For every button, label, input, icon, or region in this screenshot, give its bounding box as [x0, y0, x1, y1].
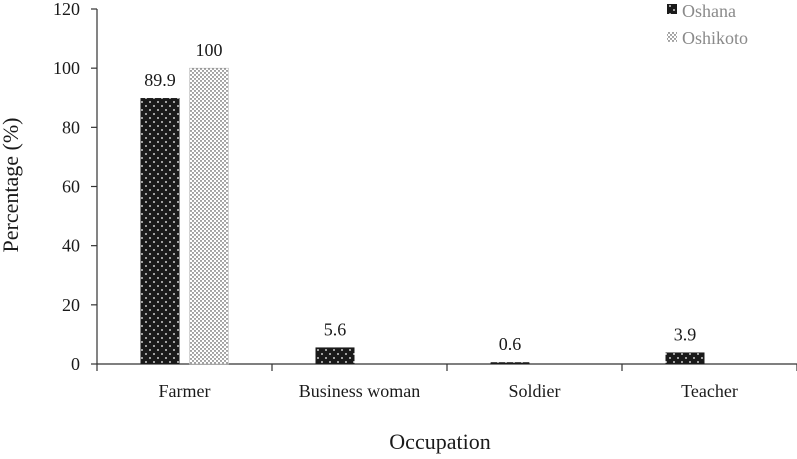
y-tick-label: 0 [71, 354, 80, 374]
legend-label-oshikoto: Oshikoto [682, 28, 748, 48]
y-axis: 0 20 40 60 80 100 120 [53, 0, 98, 374]
bar-oshana-business-woman [315, 347, 355, 364]
data-label-oshikoto: 100 [196, 40, 223, 60]
y-tick-label: 60 [62, 177, 80, 197]
bar-oshikoto-farmer [189, 67, 229, 365]
x-axis: Farmer Business woman Soldier Teacher [96, 363, 797, 401]
x-axis-title: Occupation [389, 429, 490, 454]
bar-oshana-soldier [490, 362, 530, 364]
data-label-oshana: 0.6 [499, 334, 522, 354]
legend-label-oshana: Oshana [682, 1, 736, 21]
x-tick-label: Farmer [159, 381, 211, 401]
y-tick-label: 20 [62, 295, 80, 315]
x-tick-label: Business woman [299, 381, 421, 401]
data-label-oshana: 5.6 [324, 319, 347, 339]
y-tick-label: 40 [62, 236, 80, 256]
data-labels: 89.9 5.6 0.6 3.9 100 [144, 40, 696, 354]
data-label-oshana: 3.9 [674, 324, 697, 344]
y-tick-label: 80 [62, 117, 80, 137]
x-tick-label: Teacher [681, 381, 738, 401]
y-axis-title: Percentage (%) [0, 118, 23, 253]
y-tick-label: 120 [53, 0, 80, 19]
bar-oshana-teacher [665, 352, 705, 364]
bars [140, 67, 705, 365]
legend-swatch-oshikoto [667, 32, 677, 42]
y-tick-label: 100 [53, 58, 80, 78]
legend: Oshana Oshikoto [667, 1, 748, 48]
legend-swatch-oshana [667, 4, 677, 14]
bar-oshana-farmer [140, 98, 180, 364]
x-tick-label: Soldier [509, 381, 561, 401]
data-label-oshana: 89.9 [144, 70, 176, 90]
